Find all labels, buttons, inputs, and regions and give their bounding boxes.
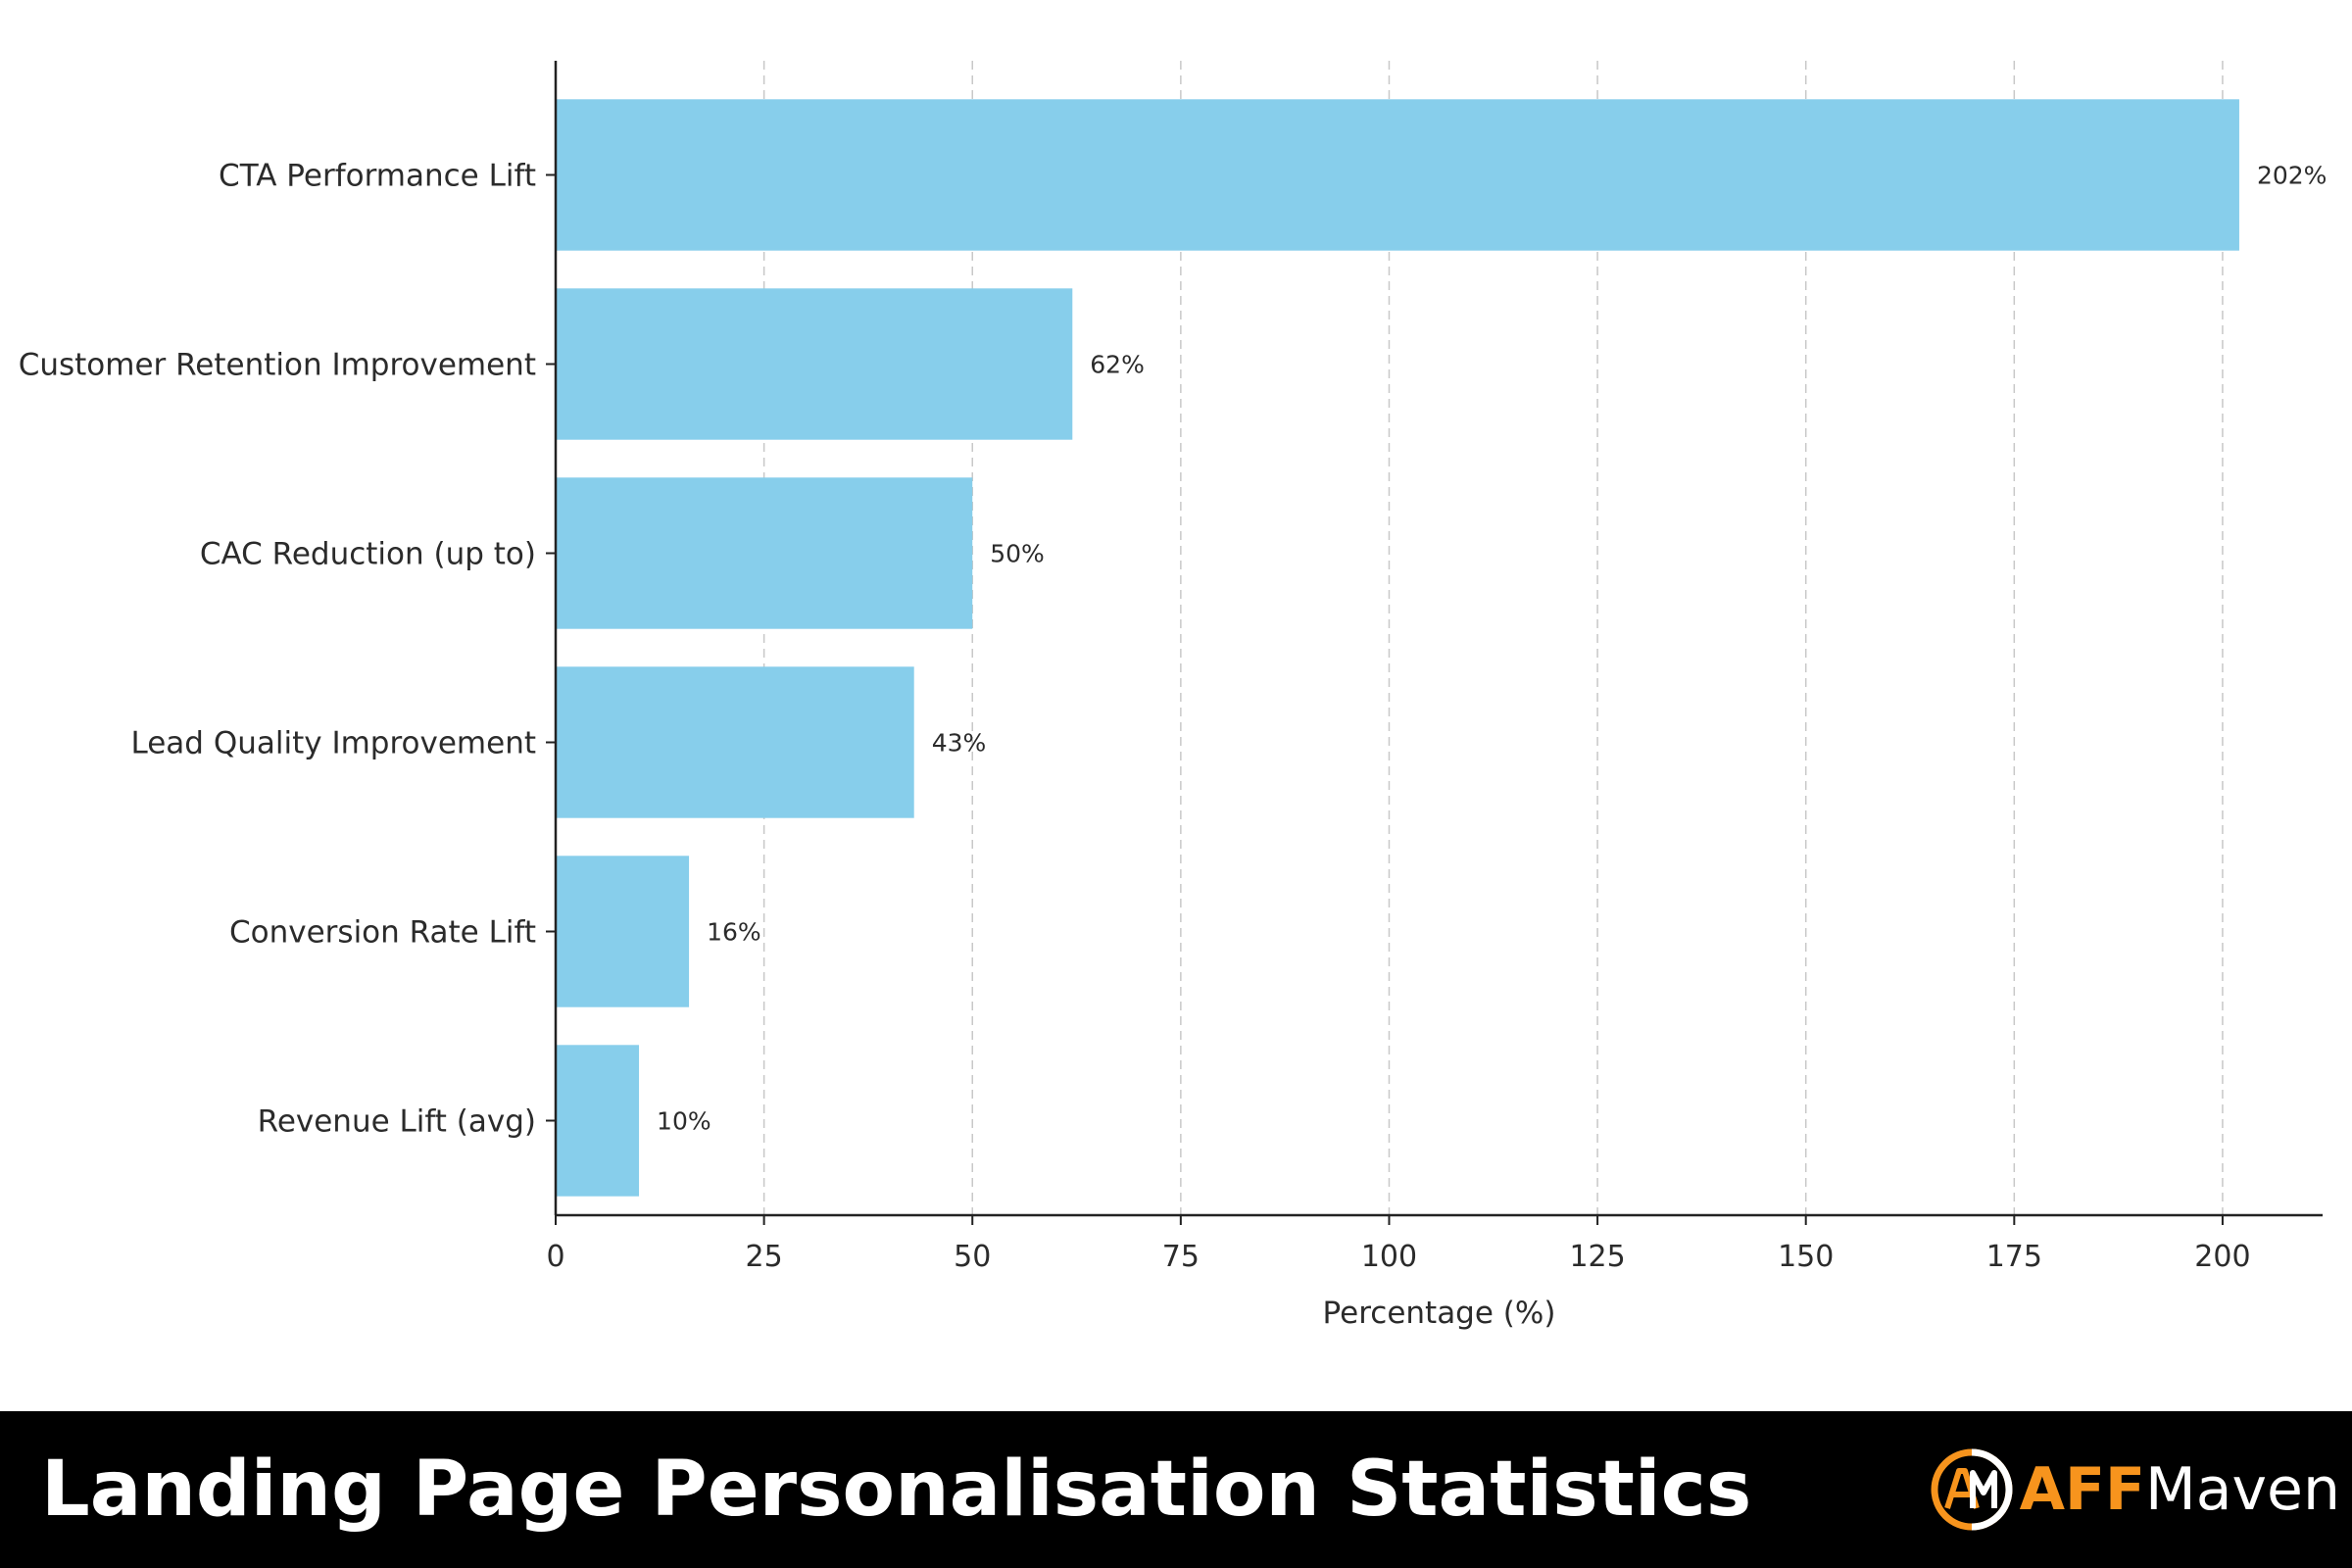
labels: 0 25 50 75 100 125 150 175 200 202% CTA Performanc… xyxy=(19,159,2328,1275)
value-label: 50% xyxy=(990,540,1045,568)
category-label: Conversion Rate Lift xyxy=(229,915,536,951)
category-label: CAC Reduction (up to) xyxy=(200,537,536,572)
bar xyxy=(556,856,690,1007)
x-tick-label: 0 xyxy=(546,1240,564,1274)
category-label: Customer Retention Improvement xyxy=(19,348,536,383)
category-label: CTA Performance Lift xyxy=(219,159,536,194)
x-tick-label: 25 xyxy=(746,1240,783,1274)
x-tick-label: 100 xyxy=(1361,1240,1417,1274)
value-label: 43% xyxy=(932,729,987,758)
chart-area: 0 25 50 75 100 125 150 175 200 202% CTA Performanc… xyxy=(18,61,2328,1331)
footer-title: Landing Page Personalisation Statistics xyxy=(41,1446,1752,1534)
brand-name-maven: Maven xyxy=(2145,1455,2340,1524)
bar xyxy=(556,1045,640,1197)
x-tick-label: 175 xyxy=(1986,1240,2042,1274)
category-label: Revenue Lift (avg) xyxy=(258,1104,536,1140)
axes xyxy=(546,61,2323,1225)
x-tick-label: 150 xyxy=(1778,1240,1834,1274)
bar-chart: 0 25 50 75 100 125 150 175 200 202% CTA Performanc… xyxy=(19,61,2328,1331)
value-label: 202% xyxy=(2257,162,2327,190)
footer-bar: Landing Page Personalisation Statistics … xyxy=(0,1411,2352,1568)
bar xyxy=(556,477,973,629)
bar xyxy=(556,99,2239,251)
brand-name: AFFMaven xyxy=(2020,1455,2340,1524)
category-label: Lead Quality Improvement xyxy=(131,726,537,761)
value-label: 16% xyxy=(707,918,761,947)
bar xyxy=(556,288,1073,440)
brand-name-aff: AFF xyxy=(2019,1455,2146,1524)
affmaven-logo-icon xyxy=(1931,1448,2013,1531)
x-tick-label: 200 xyxy=(2194,1240,2250,1274)
value-label: 62% xyxy=(1090,351,1145,379)
x-tick-label: 50 xyxy=(954,1240,991,1274)
bars xyxy=(556,99,2239,1197)
brand-logo: AFFMaven xyxy=(1930,1447,2340,1532)
value-label: 10% xyxy=(657,1107,711,1136)
grid-lines xyxy=(762,61,2224,1215)
x-tick-label: 75 xyxy=(1162,1240,1200,1274)
x-tick-label: 125 xyxy=(1569,1240,1625,1274)
x-axis-title: Percentage (%) xyxy=(1323,1296,1556,1331)
bar xyxy=(556,666,914,818)
